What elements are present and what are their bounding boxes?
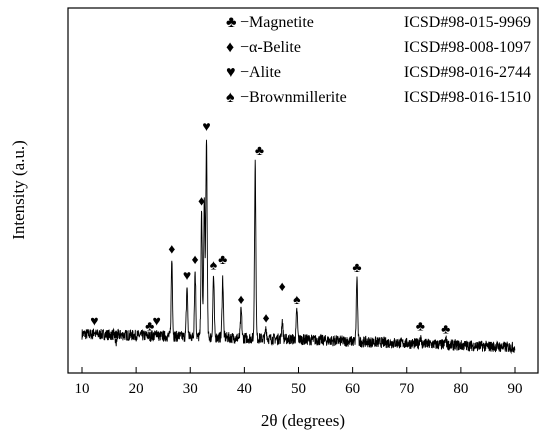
peak-marker-belite: ♦: [238, 293, 245, 308]
x-tick-label: 30: [183, 381, 198, 397]
x-tick-label: 20: [129, 381, 144, 397]
peak-marker-magnetite: ♣: [145, 320, 154, 335]
x-axis-ticks: 10 20 30 40 50 60 70 80 90: [75, 367, 523, 397]
x-tick-label: 50: [291, 381, 306, 397]
legend-symbol-alite: ♥: [226, 64, 236, 81]
legend-label-brownmillerite: −Brownmillerite: [240, 89, 347, 106]
peak-marker-brownmillerite: ♠: [210, 259, 218, 274]
peak-marker-magnetite: ♣: [255, 144, 264, 159]
x-tick-label: 70: [399, 381, 414, 397]
peak-marker-belite: ♦: [113, 328, 120, 343]
peak-marker-magnetite: ♣: [441, 322, 450, 337]
legend-reference-brownmillerite: ICSD#98-016-1510: [404, 89, 531, 106]
legend-reference-belite: ICSD#98-008-1097: [404, 39, 531, 56]
x-tick-label: 90: [508, 381, 523, 397]
peak-marker-alite: ♥: [153, 314, 161, 329]
peak-marker-belite: ♦: [198, 195, 205, 210]
peak-marker-belite: ♦: [192, 253, 199, 268]
x-axis-label: 2θ (degrees): [261, 411, 345, 430]
legend-label-magnetite: −Magnetite: [240, 14, 314, 31]
legend-label-alite: −Alite: [240, 64, 281, 81]
legend-symbol-belite: ♦: [226, 39, 234, 56]
peak-marker-alite: ♥: [202, 120, 210, 135]
x-tick-label: 60: [345, 381, 360, 397]
peak-marker-brownmillerite: ♠: [293, 293, 301, 308]
legend-symbol-magnetite: ♣: [226, 14, 237, 31]
legend-label-belite: −α-Belite: [240, 39, 301, 56]
legend-reference-magnetite: ICSD#98-015-9969: [404, 14, 531, 31]
x-tick-label: 80: [453, 381, 468, 397]
peak-marker-alite: ♥: [183, 269, 191, 284]
x-tick-label: 10: [75, 381, 90, 397]
legend-reference-alite: ICSD#98-016-2744: [404, 64, 531, 81]
legend: ♣ −Magnetite ICSD#98-015-9969 ♦ −α-Belite ICS…: [226, 14, 531, 106]
peak-marker-belite: ♦: [279, 280, 286, 295]
peak-marker-magnetite: ♣: [416, 320, 425, 335]
diffractogram-line: [81, 139, 516, 355]
plot-frame: [67, 7, 539, 374]
legend-symbol-brownmillerite: ♠: [226, 89, 235, 106]
peak-marker-magnetite: ♣: [352, 261, 361, 276]
peak-markers: ♥♦♣♥♦♥♦♦♥♠ ♣♦♣♦♦♠♣♣ ♣: [90, 120, 450, 342]
peak-marker-magnetite: ♣: [218, 253, 227, 268]
y-axis-label: Intensity (a.u.): [9, 140, 28, 240]
peak-marker-belite: ♦: [262, 312, 269, 327]
peak-marker-belite: ♦: [168, 243, 175, 258]
peak-marker-alite: ♥: [90, 314, 98, 329]
x-tick-label: 40: [237, 381, 252, 397]
